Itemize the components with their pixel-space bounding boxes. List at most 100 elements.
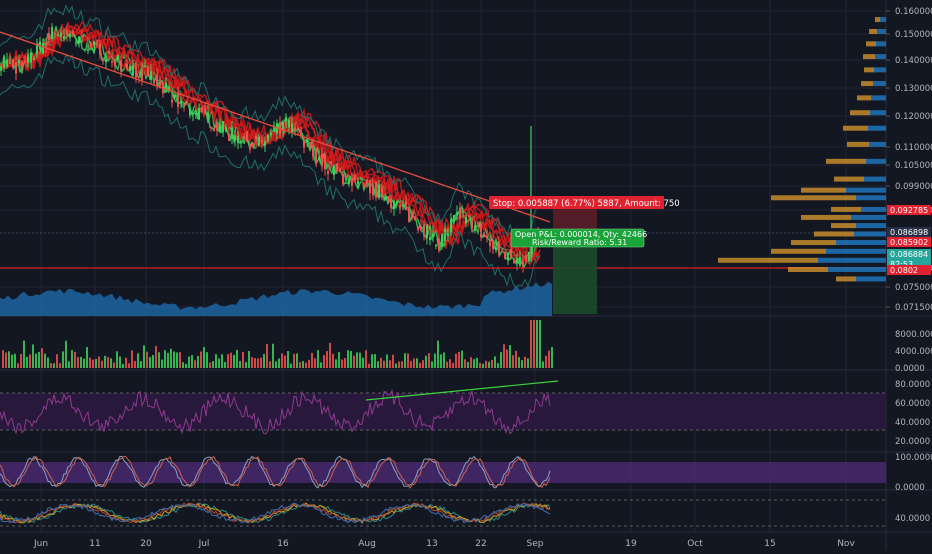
price-axis-label: 0.085902 bbox=[890, 238, 928, 247]
volume-bar bbox=[236, 349, 238, 368]
candle-body bbox=[258, 136, 260, 145]
candle-body bbox=[189, 107, 191, 116]
volume-bar bbox=[365, 350, 367, 368]
volume-bar bbox=[149, 357, 151, 368]
price-tick-label: 0.105000 bbox=[895, 161, 932, 171]
volume-bar bbox=[71, 350, 73, 368]
price-tick-label: 0.110000 bbox=[895, 143, 932, 153]
volume-bar bbox=[443, 352, 445, 368]
candle-body bbox=[357, 180, 359, 185]
x-tick-label: 15 bbox=[764, 539, 775, 549]
candle-body bbox=[213, 128, 215, 132]
candle-body bbox=[30, 52, 32, 63]
volume-bar bbox=[41, 348, 43, 368]
volume-profile-sell-bar bbox=[826, 158, 866, 164]
candle-body bbox=[444, 228, 446, 242]
candle-body bbox=[177, 93, 179, 107]
volume-bar bbox=[341, 359, 343, 368]
volume-profile-sell-bar bbox=[857, 95, 871, 101]
volume-bar bbox=[137, 353, 139, 368]
x-tick-label: Oct bbox=[687, 539, 703, 549]
volume-bar bbox=[323, 355, 325, 368]
candle-body bbox=[120, 60, 122, 72]
volume-bar bbox=[545, 355, 547, 368]
volume-bar bbox=[95, 359, 97, 368]
candle-body bbox=[171, 99, 173, 103]
downtrend-line bbox=[0, 31, 551, 223]
volume-profile-sell-bar bbox=[801, 214, 851, 220]
candle-body bbox=[369, 180, 371, 194]
volume-bar bbox=[38, 351, 40, 368]
candle-body bbox=[60, 32, 62, 37]
candle-body bbox=[408, 207, 410, 222]
candle-body bbox=[141, 68, 143, 81]
bollinger-band-lower bbox=[0, 53, 541, 289]
volume-profile-buy-bar bbox=[836, 240, 886, 246]
volume-profile-sell-bar bbox=[850, 110, 870, 116]
candle-body bbox=[501, 250, 503, 252]
candle-body bbox=[363, 185, 365, 188]
volume-bar bbox=[107, 356, 109, 368]
volume-bar bbox=[317, 350, 319, 368]
candle-body bbox=[99, 43, 101, 56]
candle-body bbox=[510, 249, 512, 258]
volume-bar bbox=[20, 353, 22, 368]
osc-tick-label: 40.0000 bbox=[895, 514, 930, 524]
volume-bar bbox=[53, 363, 55, 368]
volume-bar bbox=[332, 353, 334, 368]
candle-body bbox=[228, 133, 230, 141]
volume-bar bbox=[26, 356, 28, 368]
volume-bar bbox=[32, 344, 34, 368]
candle-body bbox=[492, 239, 494, 249]
candle-body bbox=[417, 227, 419, 230]
volume-bar bbox=[212, 361, 214, 368]
candle-body bbox=[246, 131, 248, 142]
volume-bar bbox=[50, 363, 52, 368]
volume-profile-sell-bar bbox=[875, 17, 880, 23]
volume-profile-buy-bar bbox=[869, 141, 886, 147]
candle-body bbox=[438, 238, 440, 251]
volume-bar bbox=[155, 346, 157, 368]
candle-body bbox=[447, 232, 449, 236]
candle-body bbox=[531, 243, 533, 254]
osc-line bbox=[0, 502, 551, 523]
volume-bar bbox=[305, 362, 307, 368]
rsi-divergence-line bbox=[365, 380, 559, 401]
candle-body bbox=[372, 184, 374, 196]
rsi-tick-label: 80.0000 bbox=[895, 380, 930, 390]
volume-profile-buy-bar bbox=[871, 95, 886, 101]
volume-bar bbox=[65, 340, 67, 368]
candle-body bbox=[105, 59, 107, 63]
volume-bar bbox=[491, 359, 493, 368]
volume-profile-buy-bar bbox=[874, 67, 886, 73]
volume-bar bbox=[464, 359, 466, 368]
volume-profile-buy-bar bbox=[828, 267, 886, 273]
candle-body bbox=[180, 100, 182, 104]
volume-profile-buy-bar bbox=[826, 248, 886, 254]
candle-body bbox=[270, 132, 272, 136]
volume-profile-buy-bar bbox=[818, 257, 886, 263]
volume-bar bbox=[344, 358, 346, 368]
volume-profile-sell-bar bbox=[861, 81, 873, 87]
x-tick-label: 11 bbox=[89, 539, 100, 549]
candle-body bbox=[333, 166, 335, 175]
candle-body bbox=[348, 178, 350, 184]
volume-bar bbox=[200, 351, 202, 368]
volume-bar bbox=[326, 351, 328, 368]
volume-bar bbox=[11, 354, 13, 368]
candle-body bbox=[513, 258, 515, 264]
candle-body bbox=[393, 200, 395, 209]
volume-tick-label: 4000.0000 bbox=[895, 347, 932, 357]
candle-body bbox=[6, 59, 8, 67]
candle-body bbox=[267, 135, 269, 141]
rsi-tick-label: 20.0000 bbox=[895, 437, 930, 447]
volume-bar bbox=[449, 359, 451, 368]
volume-profile-buy-bar bbox=[880, 17, 886, 23]
volume-bar bbox=[485, 360, 487, 368]
price-axis-label: 0.086898 bbox=[890, 228, 928, 237]
volume-profile-sell-bar bbox=[718, 257, 818, 263]
volume-bar bbox=[170, 348, 172, 368]
volume-profile-sell-bar bbox=[771, 248, 826, 254]
